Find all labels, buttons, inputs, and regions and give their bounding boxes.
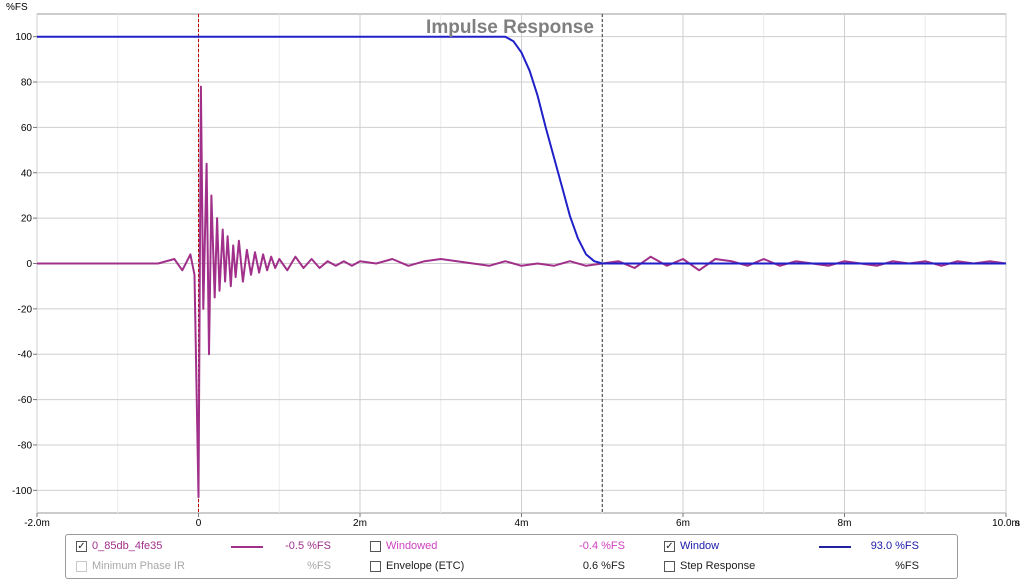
- legend-checkbox-minimum-phase-ir[interactable]: [76, 561, 87, 572]
- legend-label: Minimum Phase IR: [92, 560, 185, 572]
- legend-item-windowed: Windowed -0.4 %FS: [370, 537, 655, 557]
- legend-row: ✓ 0_85db_4fe35 -0.5 %FS Windowed -0.4 %FS ✓ Wi…: [66, 537, 957, 557]
- legend-line-swatch: [231, 546, 263, 548]
- x-tick-label: 10.0m: [992, 518, 1020, 529]
- y-tick-label: -80: [18, 440, 33, 451]
- legend-value: %FS: [307, 560, 331, 572]
- y-tick-label: 0: [26, 259, 32, 270]
- legend-value: %FS: [895, 560, 919, 572]
- legend-value: -0.5 %FS: [285, 540, 331, 552]
- chart-title: Impulse Response: [426, 17, 594, 38]
- x-tick-label: 6m: [676, 518, 690, 529]
- y-tick-label: -40: [18, 350, 33, 361]
- x-tick-label: 2m: [353, 518, 367, 529]
- legend-value: 93.0 %FS: [870, 540, 919, 552]
- legend-value: 0.6 %FS: [582, 560, 625, 572]
- legend-checkbox-step-response[interactable]: [664, 561, 675, 572]
- legend-checkbox-0-85db-4fe35[interactable]: ✓: [76, 541, 87, 552]
- legend-label: Window: [680, 540, 720, 552]
- legend-row: Minimum Phase IR %FS Envelope (ETC) 0.6 %FS…: [66, 557, 957, 577]
- legend-checkbox-window[interactable]: ✓: [664, 541, 675, 552]
- y-tick-label: -60: [18, 395, 33, 406]
- legend-label: Windowed: [386, 540, 438, 552]
- legend-checkbox-envelope-etc[interactable]: [370, 561, 381, 572]
- y-tick-label: 40: [21, 168, 33, 179]
- y-tick-label: 80: [21, 78, 33, 89]
- legend-item-envelope-etc: Envelope (ETC) 0.6 %FS: [370, 557, 655, 577]
- legend-checkbox-windowed[interactable]: [370, 541, 381, 552]
- legend-label: Envelope (ETC): [386, 560, 465, 572]
- axes: -2.0m 0 2m 4m 6m 8m 10.0m 100 80 60 40 20 0 -20 -40 -60…: [12, 32, 1020, 529]
- x-tick-label: -2.0m: [24, 518, 50, 529]
- legend-item-0-85db-4fe35: ✓ 0_85db_4fe35 -0.5 %FS: [76, 537, 361, 557]
- series-line-window: [37, 35, 1006, 265]
- legend-panel: ✓ 0_85db_4fe35 -0.5 %FS Windowed -0.4 %FS ✓ Wi…: [65, 534, 958, 579]
- y-tick-label: 60: [21, 123, 33, 134]
- x-tick-label: 4m: [515, 518, 529, 529]
- y-tick-label: 100: [15, 32, 32, 43]
- y-tick-label: -20: [18, 304, 33, 315]
- y-tick-label: 20: [21, 214, 33, 225]
- legend-item-window: ✓ Window 93.0 %FS: [664, 537, 949, 557]
- impulse-response-chart: -2.0m 0 2m 4m 6m 8m 10.0m 100 80 60 40 20 0 -20 -40 -60…: [6, 2, 1020, 529]
- series-layer: [37, 35, 1007, 499]
- x-tick-label: 8m: [838, 518, 852, 529]
- x-tick-label: 0: [196, 518, 202, 529]
- legend-label: 0_85db_4fe35: [92, 540, 163, 552]
- y-tick-label: -100: [12, 486, 32, 497]
- legend-item-minimum-phase-ir: Minimum Phase IR %FS: [76, 557, 361, 577]
- x-axis-unit-label: s: [1015, 518, 1020, 529]
- y-axis-unit-label: %FS: [6, 2, 28, 13]
- legend-line-swatch: [819, 546, 851, 548]
- legend-label: Step Response: [680, 560, 756, 572]
- legend-value: -0.4 %FS: [579, 540, 625, 552]
- legend-item-step-response: Step Response %FS: [664, 557, 949, 577]
